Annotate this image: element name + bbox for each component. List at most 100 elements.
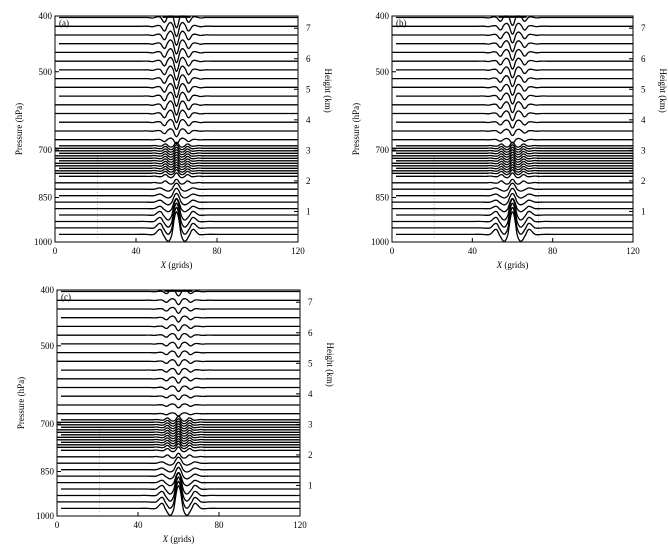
contour-line bbox=[57, 418, 300, 425]
contour-line bbox=[392, 83, 633, 96]
contour-line bbox=[392, 197, 633, 213]
x-axis-label-var: X bbox=[162, 534, 169, 544]
pressure-tick-label: 700 bbox=[39, 145, 53, 155]
contour-line bbox=[57, 443, 300, 450]
plot-frame bbox=[54, 15, 299, 243]
x-tick-label: 120 bbox=[291, 246, 305, 256]
contour-line bbox=[57, 435, 300, 442]
height-tick-label: 2 bbox=[641, 176, 646, 186]
x-tick-label: 40 bbox=[134, 520, 144, 530]
contour-line bbox=[57, 440, 300, 447]
pressure-tick-label: 700 bbox=[376, 145, 390, 155]
contour-line bbox=[59, 187, 298, 199]
height-tick-label: 6 bbox=[308, 328, 313, 338]
contour-line bbox=[392, 22, 633, 35]
contour-line bbox=[57, 428, 300, 435]
contour-line bbox=[61, 367, 300, 376]
contour-line bbox=[392, 192, 633, 206]
contour-line bbox=[392, 144, 633, 151]
contour-line bbox=[57, 452, 300, 459]
x-tick-label: 80 bbox=[548, 246, 558, 256]
contour-line bbox=[396, 211, 633, 242]
contour-line bbox=[392, 57, 633, 70]
contour-line bbox=[57, 403, 300, 409]
contour-line bbox=[55, 159, 298, 166]
pressure-tick-label: 850 bbox=[376, 192, 390, 202]
contour-line bbox=[392, 206, 633, 235]
contour-line bbox=[392, 151, 633, 158]
contour-line bbox=[61, 430, 300, 437]
contour-line bbox=[396, 92, 633, 105]
contour-line bbox=[55, 166, 298, 173]
panel-label: (a) bbox=[59, 18, 69, 28]
pressure-axis-label: Pressure (hPa) bbox=[14, 103, 24, 155]
plot-frame bbox=[391, 15, 634, 243]
x-axis-label-var: X bbox=[160, 260, 167, 270]
contour-line bbox=[61, 461, 300, 473]
contour-line bbox=[396, 141, 633, 148]
contour-line bbox=[57, 433, 300, 440]
pressure-tick-label: 1000 bbox=[36, 511, 55, 521]
contour-line bbox=[55, 161, 298, 168]
contour-line bbox=[59, 149, 298, 156]
contour-line bbox=[392, 110, 633, 122]
contour-line bbox=[57, 332, 300, 341]
contour-line bbox=[396, 40, 633, 53]
x-tick-label: 120 bbox=[626, 246, 640, 256]
pressure-tick-label: 500 bbox=[41, 341, 55, 351]
contour-line bbox=[55, 154, 298, 161]
chart-panel-2: 0 40 80 120 X (grids) 400 500 700 850 1000 Pressur… bbox=[351, 11, 668, 270]
contour-line bbox=[396, 15, 633, 27]
pressure-tick-label: 700 bbox=[41, 419, 55, 429]
contour-line bbox=[59, 141, 298, 148]
contour-line bbox=[57, 466, 300, 480]
height-tick-label: 3 bbox=[641, 145, 646, 155]
pressure-tick-label: 400 bbox=[376, 11, 390, 21]
pressure-tick-label: 400 bbox=[41, 285, 55, 295]
contour-line bbox=[61, 446, 300, 453]
height-tick-label: 5 bbox=[641, 84, 646, 94]
contour-line bbox=[61, 423, 300, 430]
pressure-tick-label: 850 bbox=[39, 192, 53, 202]
contour-line bbox=[392, 48, 633, 62]
contour-line bbox=[61, 415, 300, 422]
x-axis-label-unit: (grids) bbox=[166, 260, 192, 270]
height-tick-label: 1 bbox=[308, 480, 313, 490]
contour-line bbox=[396, 119, 633, 129]
contour-line bbox=[392, 169, 633, 176]
pressure-tick-label: 500 bbox=[376, 67, 390, 77]
contour-line bbox=[55, 151, 298, 158]
contour-line bbox=[55, 74, 298, 90]
x-tick-label: 80 bbox=[213, 246, 223, 256]
x-tick-label: 80 bbox=[215, 520, 225, 530]
contour-line bbox=[57, 297, 300, 306]
contour-line bbox=[57, 385, 300, 393]
contour-line bbox=[57, 350, 300, 358]
x-axis-label-unit: (grids) bbox=[168, 534, 194, 544]
contour-line bbox=[55, 128, 298, 138]
chart-panel-1: 0 40 80 120 X (grids) 400 500 700 850 1000 Pressur… bbox=[14, 11, 333, 270]
contour-line bbox=[57, 412, 300, 417]
height-tick-label: 3 bbox=[306, 145, 311, 155]
contour-line bbox=[59, 15, 298, 29]
contour-line bbox=[392, 146, 633, 153]
contour-line bbox=[55, 30, 298, 47]
x-axis-label-unit: (grids) bbox=[502, 260, 528, 270]
contour-line bbox=[57, 456, 300, 466]
contour-line bbox=[57, 359, 300, 367]
contour-line bbox=[55, 109, 298, 124]
x-axis-label: X (grids) bbox=[496, 260, 529, 270]
height-tick-label: 5 bbox=[308, 358, 313, 368]
contour-line bbox=[57, 324, 300, 332]
contour-line bbox=[392, 128, 633, 137]
contour-line bbox=[392, 137, 633, 144]
height-tick-label: 4 bbox=[308, 389, 313, 399]
contour-line bbox=[55, 206, 298, 235]
contour-line bbox=[392, 182, 633, 192]
height-tick-label: 4 bbox=[641, 115, 646, 125]
contour-line bbox=[392, 101, 633, 114]
contour-line bbox=[57, 480, 300, 509]
contour-line bbox=[57, 476, 300, 502]
height-tick-label: 3 bbox=[308, 419, 313, 429]
